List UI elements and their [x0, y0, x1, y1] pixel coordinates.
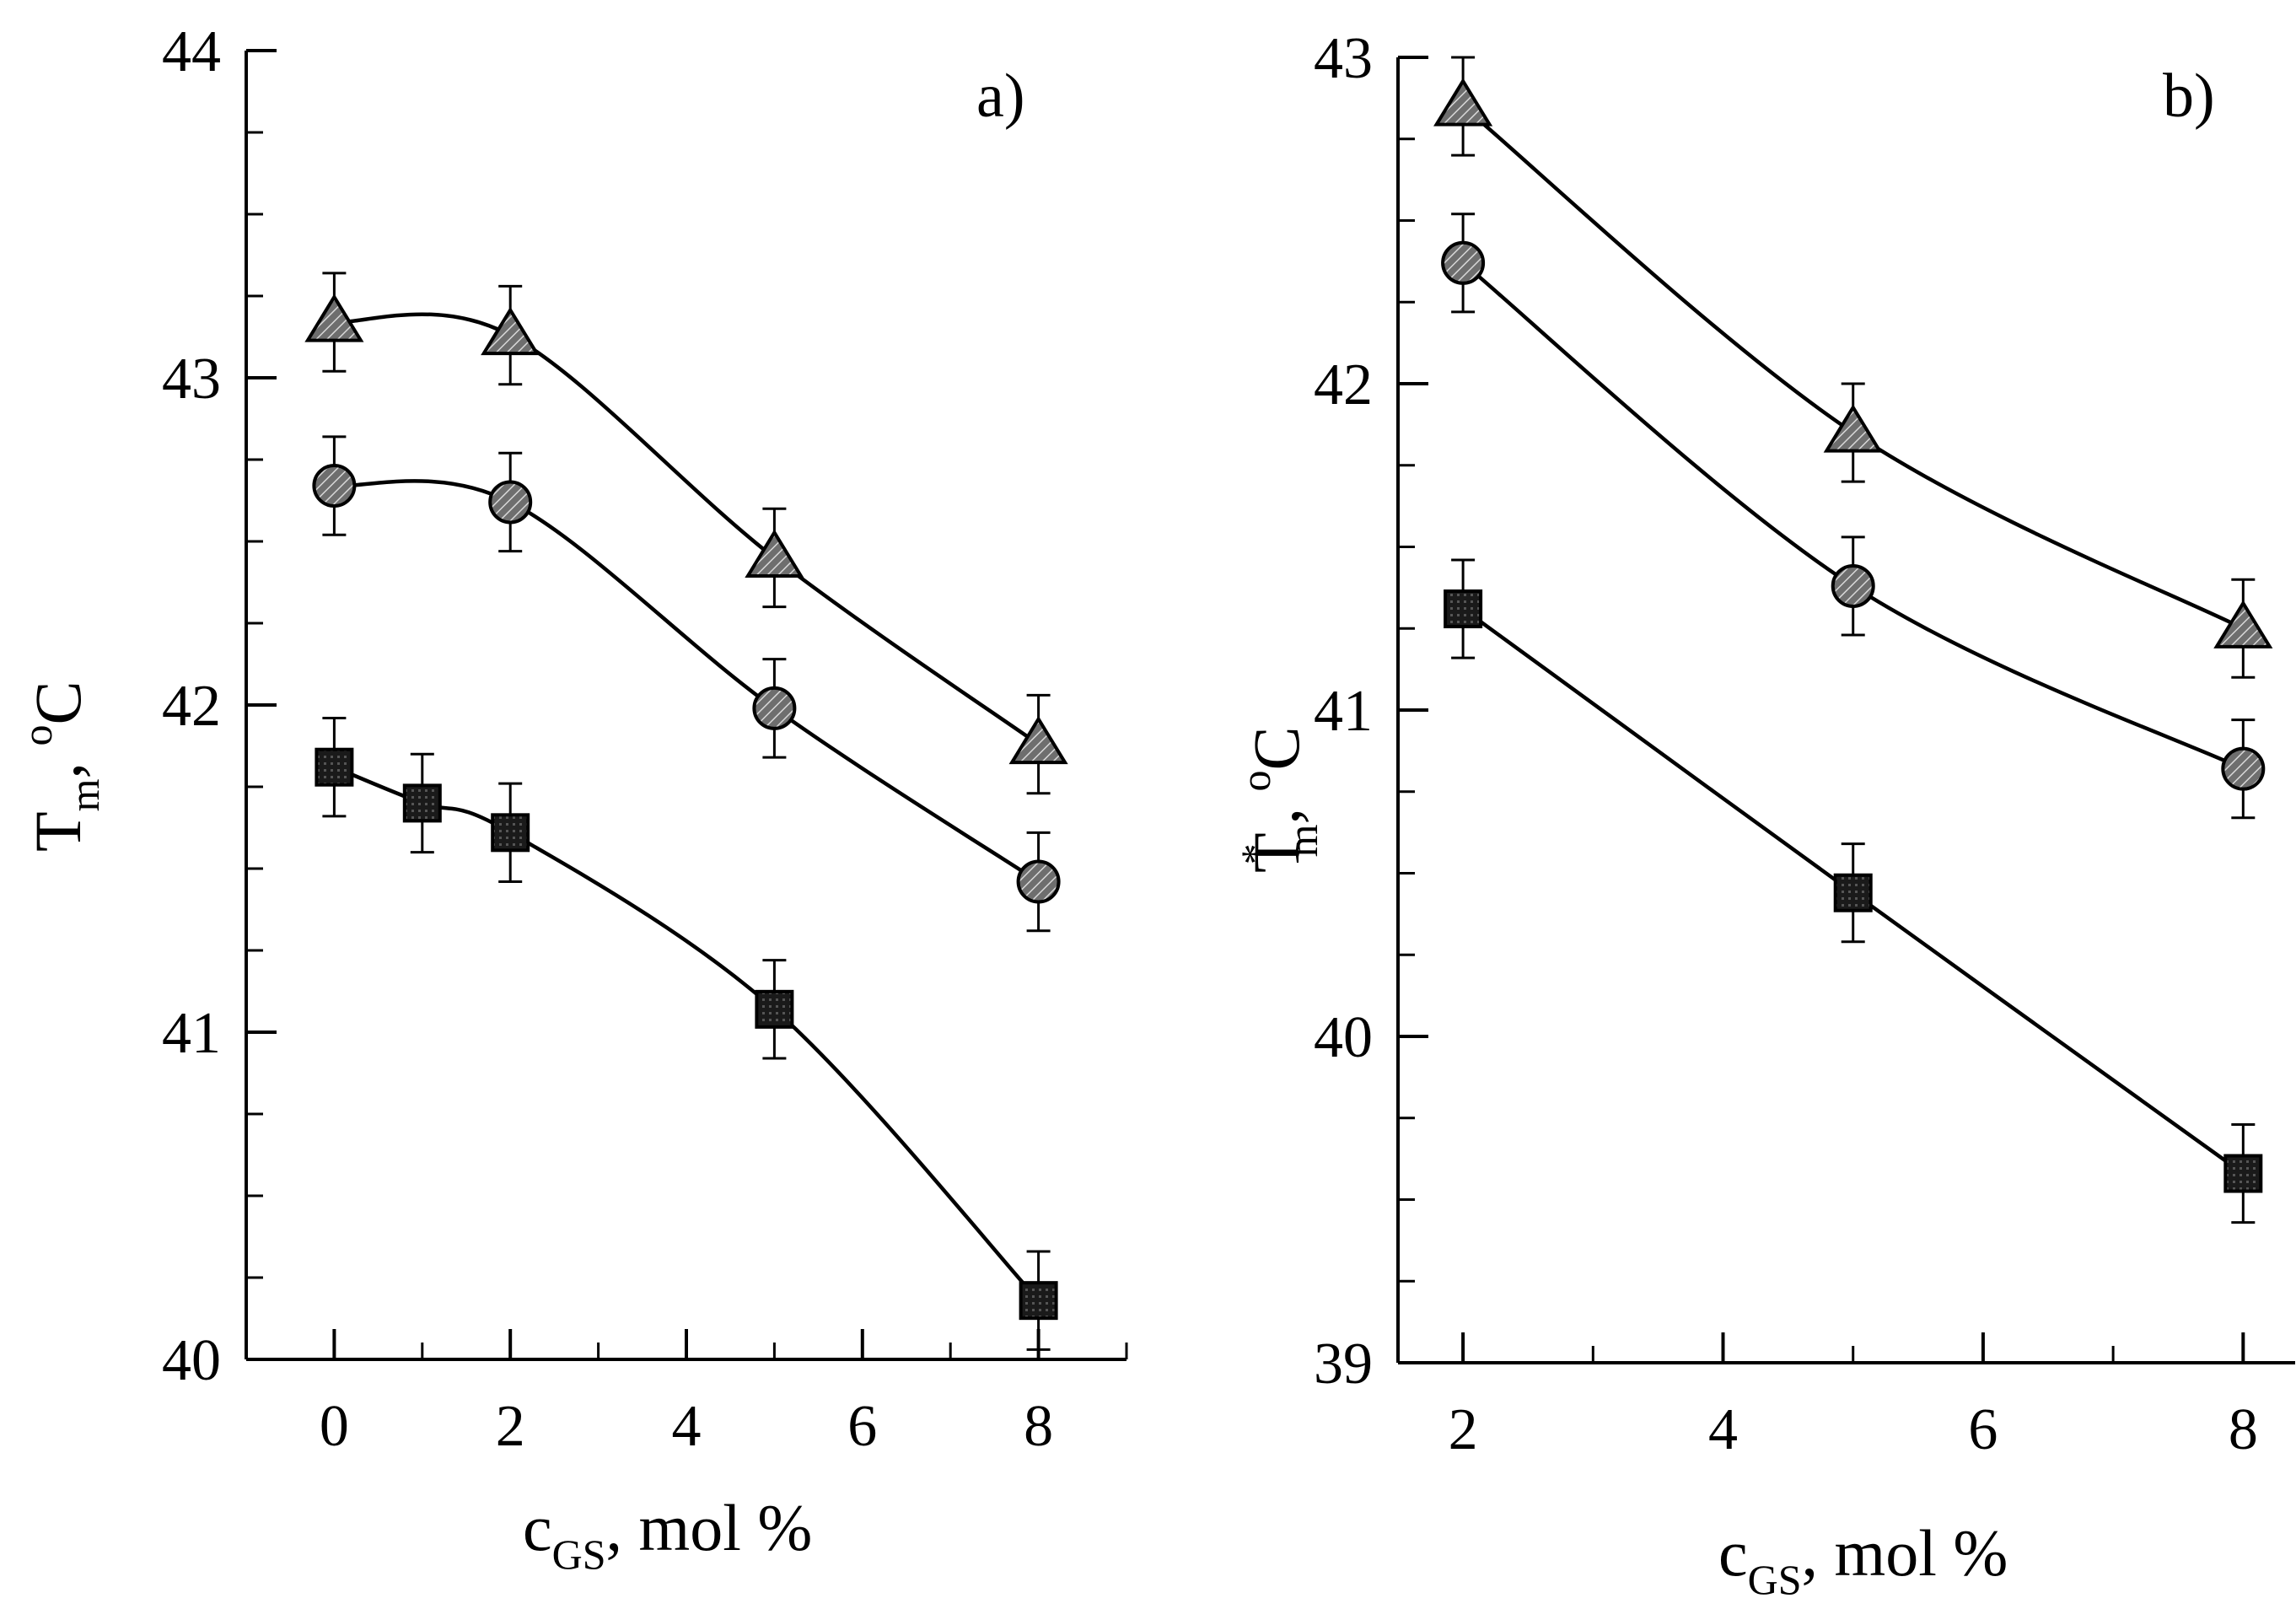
panel-a-label: a)	[976, 62, 1025, 131]
panel-b-xtick-label: 2	[1449, 1397, 1478, 1462]
panel-b-xlabel-sub: GS	[1748, 1556, 1802, 1603]
panel-a-ytick-label: 44	[162, 19, 221, 84]
panel-b-xtick-label: 4	[1708, 1397, 1738, 1462]
panel-a-ylabel-unit: C	[21, 681, 94, 724]
panel-b-ytick-label: 40	[1314, 1005, 1373, 1070]
panel-a-circles-point	[752, 686, 797, 730]
panel-a-xlabel: cGS, mol %	[523, 1491, 812, 1578]
panel-b-ytick-label: 43	[1314, 26, 1373, 91]
panel-a-xlabel-main: c	[523, 1491, 552, 1564]
panel-b-xtick-label: 8	[2229, 1397, 2258, 1462]
panel-a-ylabel-rest: ,	[21, 745, 94, 778]
panel-b-triangles-point	[1433, 78, 1493, 126]
panel-b-ylabel: T*m, oC	[1232, 726, 1326, 873]
panel-a: a) cGS, mol % Tm, oC 40 41 42 43 44 0 2 4 6 8	[13, 19, 1128, 1578]
panel-a-triangles-fit-line	[334, 312, 1040, 746]
panel-b-triangles-point	[1823, 404, 1883, 453]
panel-a-series-squares	[315, 717, 1058, 1351]
panel-b-squares-point	[1833, 873, 1873, 912]
panel-b-series-circles	[1441, 213, 2266, 820]
panel-a-ylabel-sub: m	[61, 778, 108, 811]
panel-a-circles-fit-line	[334, 479, 1040, 884]
panel-a-xtick-label: 2	[496, 1394, 525, 1459]
panel-b-ylabel-rest: ,	[1239, 791, 1313, 824]
panel-b-ylabel-main: T	[1239, 832, 1313, 873]
panel-a-triangles-point	[1008, 715, 1068, 765]
panel-b-xlabel: cGS, mol %	[1718, 1516, 2008, 1603]
panel-a-ytick-label: 41	[162, 1001, 221, 1066]
panel-a-triangles-point	[304, 293, 364, 342]
panel-b: b) cGS, mol % T*m, oC 39 40 41 42 43 2 4 6 8	[1232, 26, 2295, 1603]
panel-b-circles-point	[1831, 563, 1875, 608]
panel-b-ytick-label: 39	[1314, 1332, 1373, 1396]
panel-b-ylabel-sub: m	[1279, 824, 1326, 857]
panel-b-series-squares	[1444, 558, 2263, 1224]
panel-a-squares-point	[491, 813, 530, 853]
panel-a-triangles-point	[745, 529, 804, 578]
panel-a-xlabel-rest: , mol %	[606, 1491, 813, 1564]
panel-b-triangles-point	[2213, 600, 2273, 648]
panel-a-squares-point	[755, 989, 794, 1029]
panel-a-circles-point	[312, 464, 357, 509]
panel-a-series-triangles	[304, 272, 1068, 795]
panel-b-xtick-label: 6	[1968, 1397, 1998, 1462]
panel-a-xtick-label: 6	[847, 1394, 877, 1459]
panel-a-squares-fit-line	[333, 765, 1040, 1302]
panel-b-squares-point	[1444, 589, 1483, 629]
panel-a-ylabel-unit-sup: o	[13, 724, 61, 745]
panel-b-label: b)	[2163, 62, 2215, 131]
panel-b-ylabel-unit: C	[1239, 726, 1313, 770]
panel-a-triangles-point	[481, 306, 540, 356]
panel-b-ytick-label: 41	[1314, 679, 1373, 744]
panel-b-series-triangles	[1433, 56, 2273, 679]
panel-b-ylabel-unit-sup: o	[1232, 770, 1279, 791]
panel-a-ytick-label: 42	[162, 674, 221, 739]
panel-b-circles-point	[2221, 746, 2266, 791]
panel-a-xtick-label: 0	[320, 1394, 349, 1459]
panel-a-circles-point	[488, 480, 533, 525]
panel-a-squares-point	[1019, 1281, 1058, 1321]
panel-b-ytick-label: 42	[1314, 352, 1373, 417]
panel-a-xlabel-sub: GS	[552, 1531, 606, 1578]
panel-a-ylabel: Tm, oC	[13, 681, 108, 852]
panel-b-xlabel-main: c	[1718, 1516, 1748, 1590]
panel-b-ylabel-sup: *	[1232, 843, 1279, 864]
panel-a-squares-point	[315, 747, 354, 787]
panel-a-ytick-label: 40	[162, 1328, 221, 1393]
panel-a-ytick-label: 43	[162, 347, 221, 412]
panel-a-series-circles	[312, 435, 1061, 933]
panel-a-ylabel-main: T	[21, 811, 94, 852]
panel-a-circles-point	[1016, 859, 1061, 904]
panel-b-squares-point	[2223, 1154, 2263, 1193]
panel-b-xlabel-rest: , mol %	[1802, 1516, 2008, 1590]
panel-a-squares-point	[402, 783, 442, 823]
panel-a-xtick-label: 8	[1024, 1394, 1053, 1459]
panel-b-circles-point	[1441, 240, 1486, 285]
panel-a-xtick-label: 4	[672, 1394, 702, 1459]
